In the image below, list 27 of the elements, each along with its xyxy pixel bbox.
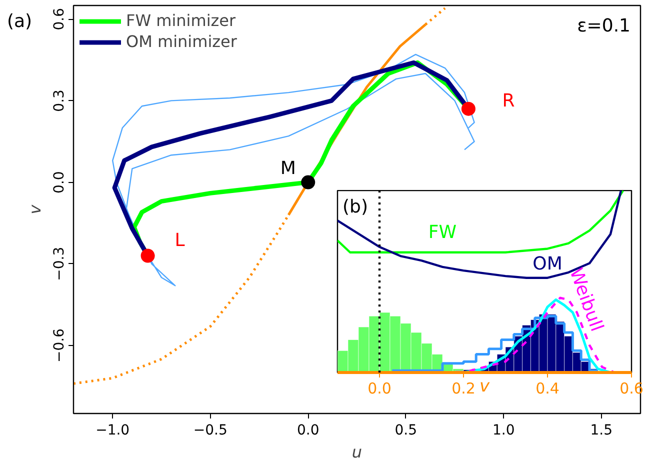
x-axis-title: u [352,442,362,462]
y-tick-label: −0.3 [52,246,68,281]
annotation: R [502,90,515,112]
x-tick-label: 0.2 [452,380,476,398]
x-tick-label: 0.4 [536,380,560,398]
x-axis-title: v [479,376,490,396]
annotation: L [174,230,185,252]
x-tick-label: 1.5 [590,422,613,438]
annotation: ε=0.1 [577,16,630,36]
x-tick-label: 0.0 [368,380,392,398]
x-tick-label: −1.0 [96,422,130,438]
y-axis-title: v [26,204,44,214]
legend-label: OM minimizer [126,32,237,51]
x-tick-label: 0.5 [394,422,418,438]
annotation: M [280,158,296,179]
legend-label: FW minimizer [126,11,236,30]
y-tick-label: 0.3 [52,90,68,112]
x-tick-label: 1.0 [492,422,515,438]
x-tick-label: 0.0 [296,422,320,438]
y-tick-label: 0.6 [52,8,68,30]
x-tick-label: −0.5 [193,422,228,438]
annotation: (b) [342,196,368,218]
series-label: FW [428,222,457,243]
text: (a) [7,10,32,34]
y-tick-label: −0.6 [52,328,68,362]
series-label: OM [532,253,562,274]
y-tick-label: 0.0 [52,171,68,194]
